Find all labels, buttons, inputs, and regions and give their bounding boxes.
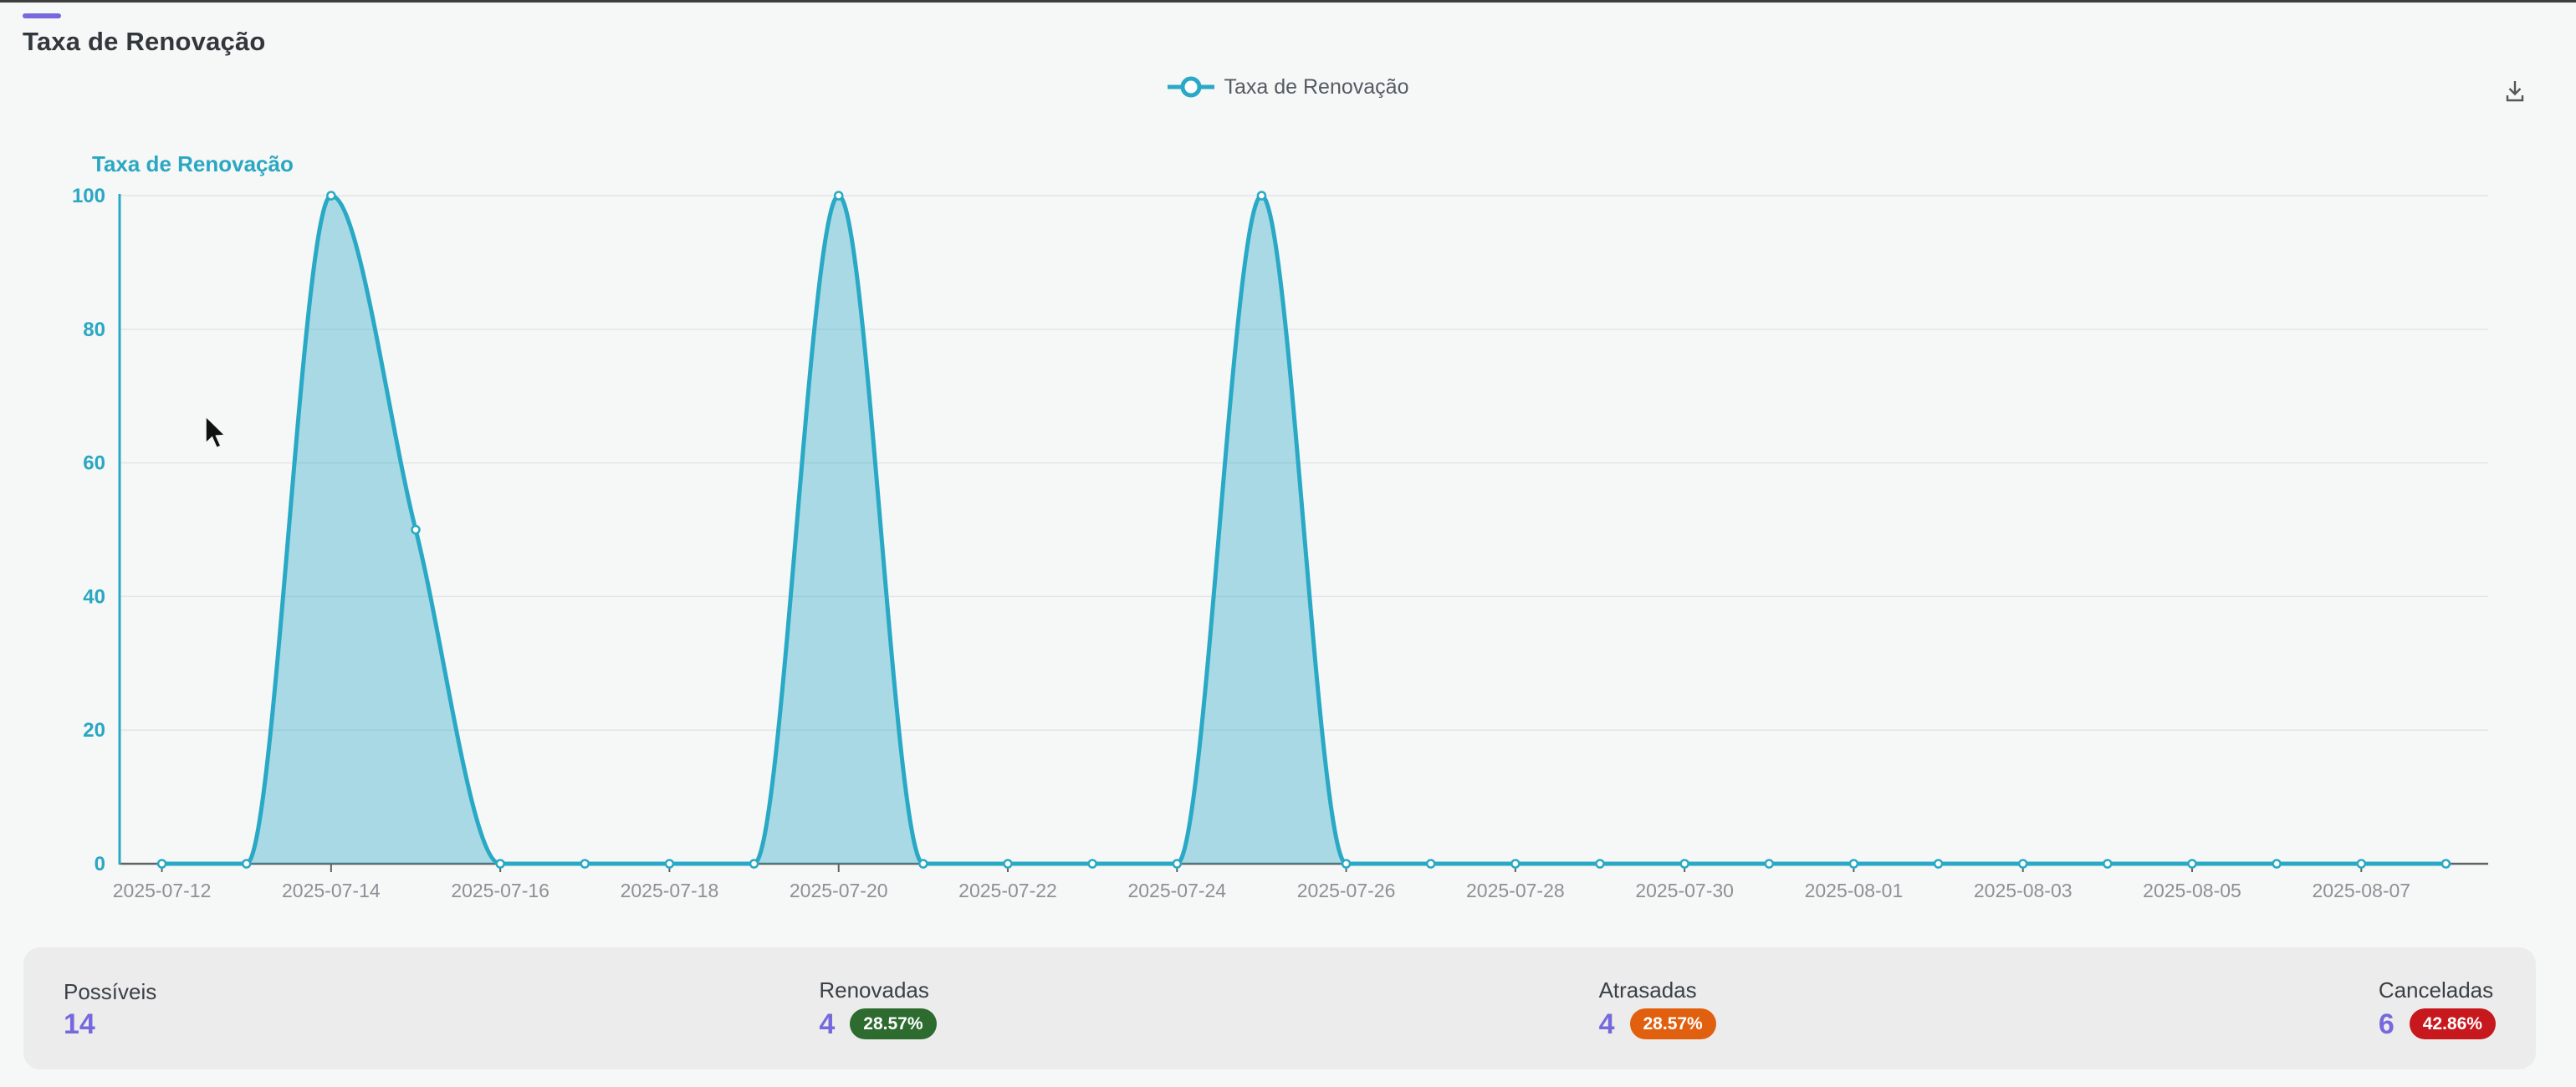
x-axis-tick-label: 2025-07-26 [1297,880,1396,901]
y-axis-tick-label: 60 [83,452,105,475]
y-axis-tick-label: 40 [83,585,105,608]
percentage-badge: 42.86% [2409,1008,2496,1039]
data-point-marker[interactable] [2272,859,2282,869]
stat-renovadas: Renovadas 4 28.57% [819,977,937,1040]
percentage-badge: 28.57% [1629,1008,1716,1039]
stat-value: 6 [2378,1008,2395,1040]
x-axis-tick-label: 2025-08-03 [1974,880,2073,901]
stat-value: 14 [64,1008,95,1040]
data-point-marker[interactable] [1425,859,1436,869]
stat-possiveis: Possíveis 14 [64,979,156,1039]
data-point-marker[interactable] [664,859,675,869]
x-axis-tick-label: 2025-07-20 [790,880,888,901]
summary-bar: Possíveis 14 Renovadas 4 28.57% Atrasada… [23,947,2536,1069]
data-point-marker[interactable] [2103,859,2113,869]
title-accent-dash [23,13,61,18]
percentage-badge: 28.57% [850,1008,937,1039]
stat-atrasadas: Atrasadas 4 28.57% [1599,977,1716,1039]
data-point-marker[interactable] [1003,859,1013,869]
mouse-cursor [205,415,227,449]
window-top-edge [0,0,2576,3]
stat-label: Possíveis [64,978,157,1004]
page-title: Taxa de Renovação [23,27,266,56]
data-point-marker[interactable] [411,524,421,535]
data-point-marker[interactable] [326,191,336,201]
data-point-marker[interactable] [749,859,759,869]
data-point-marker[interactable] [580,859,590,869]
x-axis-tick-label: 2025-07-14 [282,880,381,901]
data-point-marker[interactable] [1848,859,1859,869]
y-axis-tick-label: 80 [83,319,105,341]
x-axis-tick-label: 2025-07-30 [1635,880,1734,901]
x-axis-tick-label: 2025-07-22 [958,880,1057,901]
stat-label: Atrasadas [1598,977,1697,1003]
x-axis-tick-label: 2025-08-07 [2312,880,2410,901]
data-point-marker[interactable] [495,859,505,869]
data-point-marker[interactable] [1172,859,1183,869]
y-axis-tick-label: 0 [95,853,105,875]
chart-area[interactable]: Taxa de Renovação 0 20 40 60 80 100 2025-07-12 2… [0,0,2576,928]
legend-item-taxa-de-renovacao[interactable]: Taxa de Renovação [0,74,2576,100]
legend-label: Taxa de Renovação [1224,74,1409,99]
data-point-marker[interactable] [1679,859,1689,869]
x-axis-tick-label: 2025-08-05 [2143,880,2241,901]
stat-canceladas: Canceladas 6 42.86% [2379,977,2496,1039]
stat-label: Canceladas [2378,977,2494,1003]
data-point-marker[interactable] [2017,859,2028,869]
stat-value: 4 [1598,1008,1615,1040]
data-point-marker[interactable] [2441,859,2451,869]
y-axis-title: Taxa de Renovação [92,151,294,176]
data-point-marker[interactable] [241,859,252,869]
data-point-marker[interactable] [1256,191,1267,201]
x-axis-tick-label: 2025-07-12 [113,880,212,901]
download-icon [2506,81,2524,102]
data-point-marker[interactable] [2187,859,2197,869]
legend-line-circle-icon [1167,76,1214,98]
data-point-marker[interactable] [1764,859,1775,869]
x-axis-tick-label: 2025-07-28 [1466,880,1565,901]
data-point-marker[interactable] [156,859,167,869]
data-point-marker[interactable] [2356,859,2367,869]
y-axis-tick-label: 100 [72,185,105,207]
x-axis-tick-label: 2025-07-24 [1127,880,1226,901]
stat-value: 4 [819,1008,836,1040]
x-axis-tick-label: 2025-08-01 [1805,880,1904,901]
data-point-marker[interactable] [1087,859,1097,869]
download-button[interactable] [2497,74,2533,111]
data-point-marker[interactable] [1595,859,1605,869]
x-axis-tick-label: 2025-07-18 [621,880,719,901]
data-point-marker[interactable] [1933,859,1944,869]
data-point-marker[interactable] [833,191,844,201]
x-axis-tick-label: 2025-07-16 [451,880,549,901]
y-axis-tick-label: 20 [83,719,105,742]
stat-label: Renovadas [819,977,929,1003]
data-point-marker[interactable] [1341,859,1352,869]
data-point-marker[interactable] [918,859,928,869]
data-point-marker[interactable] [1510,859,1521,869]
